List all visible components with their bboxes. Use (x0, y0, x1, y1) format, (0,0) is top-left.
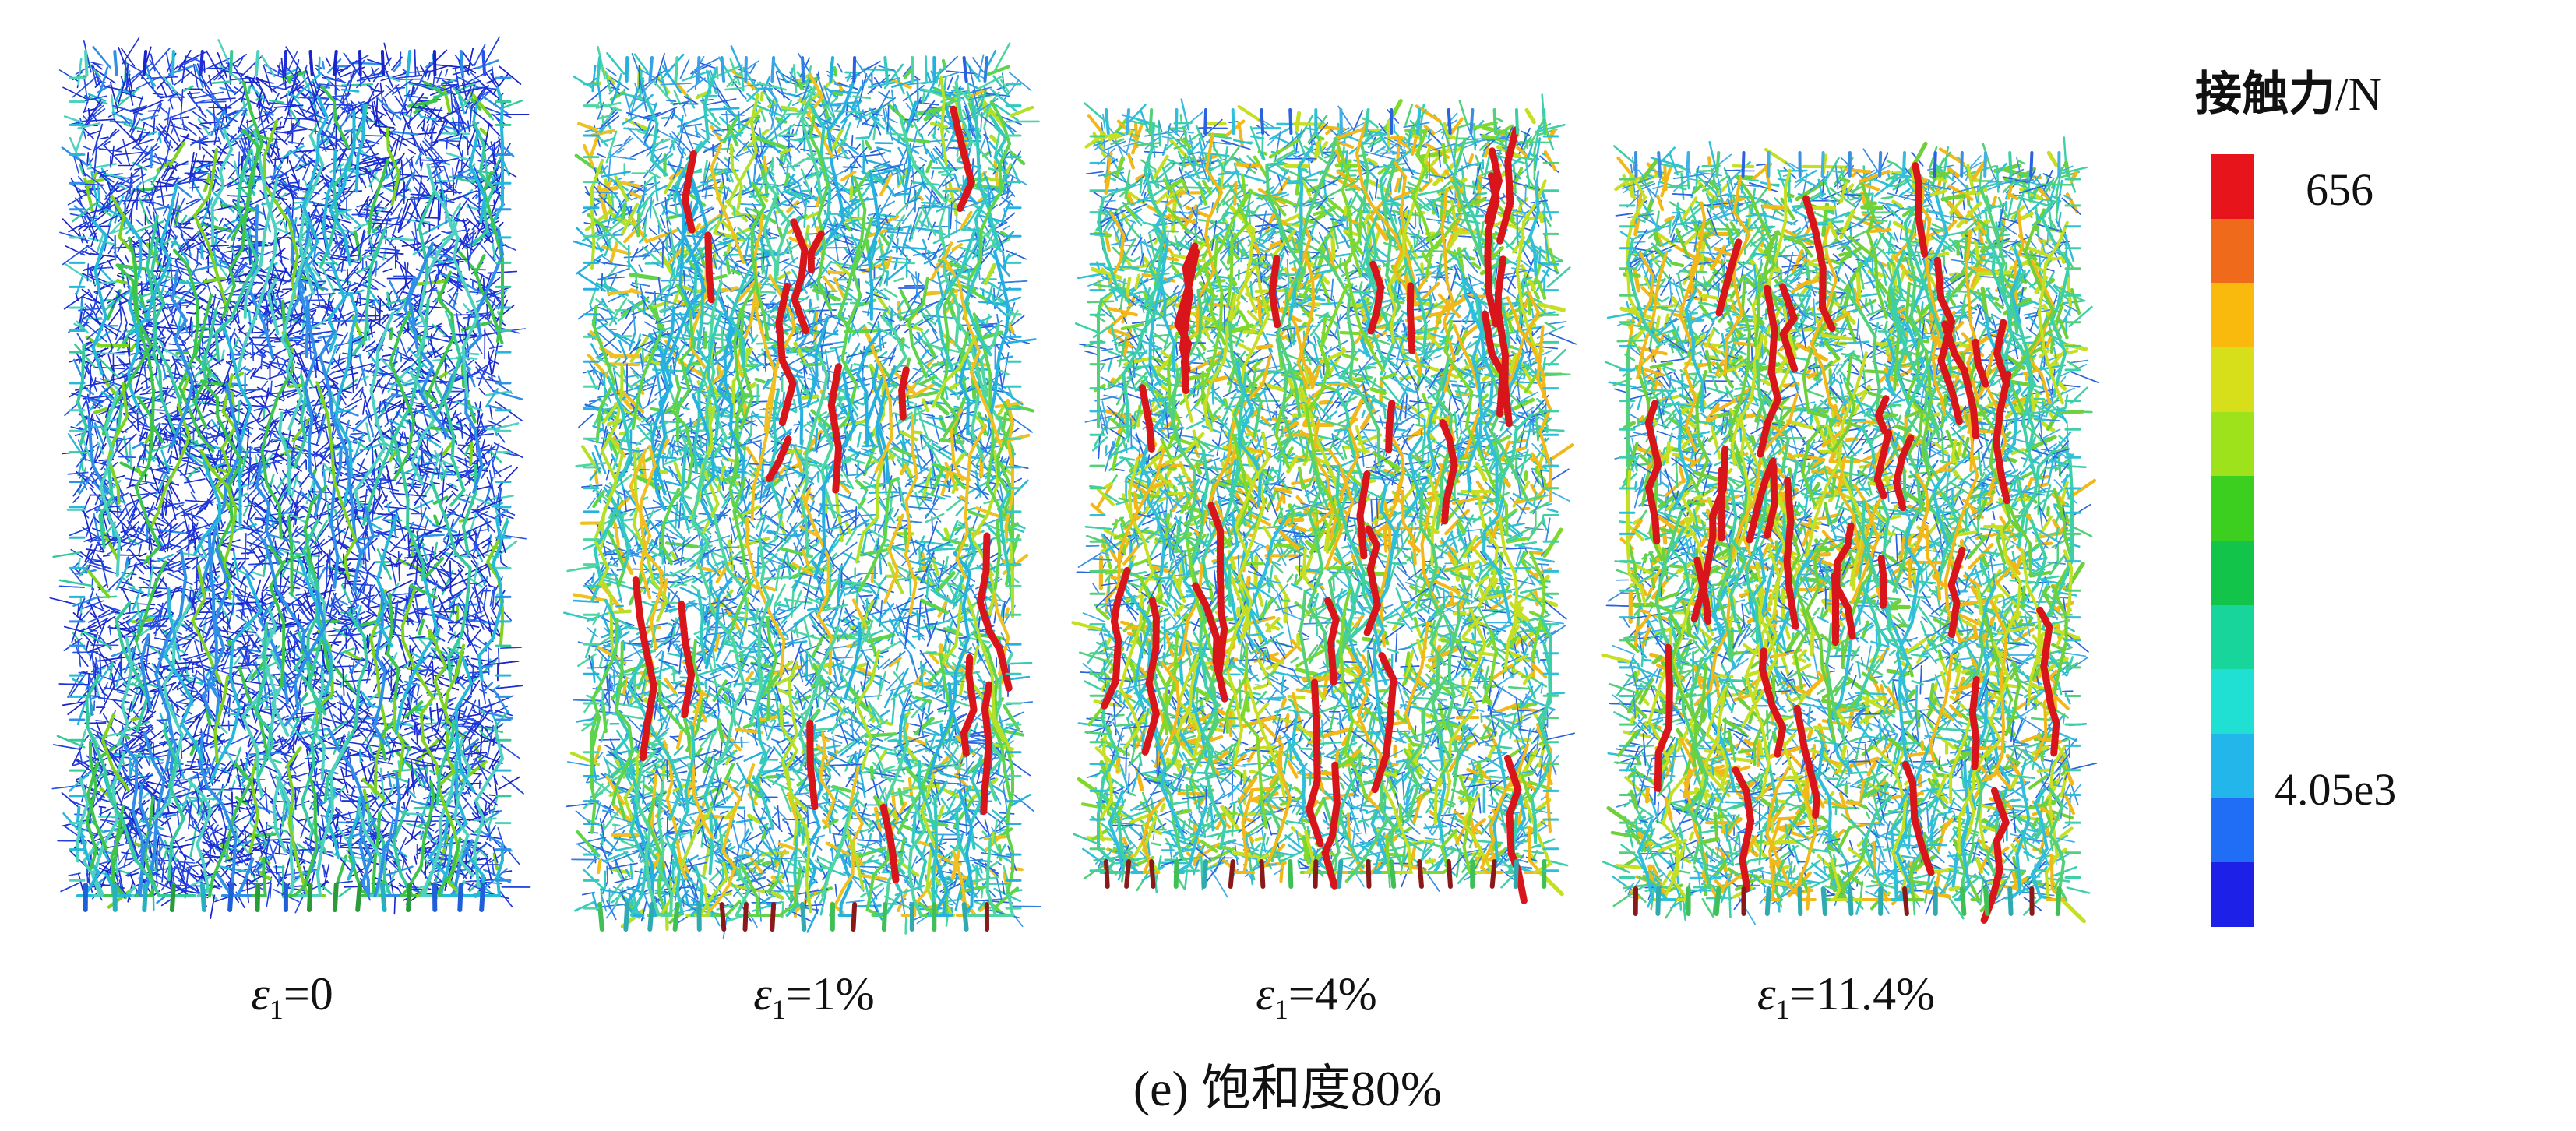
force-chain-segment (502, 844, 520, 865)
force-chain-segment (115, 153, 143, 156)
specimen-network-strain-0 (50, 37, 530, 919)
force-chain-segment (399, 208, 402, 216)
force-chain-segment (186, 765, 196, 766)
force-chain-segment (395, 88, 404, 89)
force-chain-segment (153, 118, 154, 134)
force-chain-segment (379, 195, 389, 201)
force-chain-segment (375, 310, 376, 319)
force-chain-segment (173, 567, 190, 572)
force-chain-segment (180, 862, 195, 863)
force-chain-segment (363, 133, 386, 156)
force-chain-segment (261, 382, 268, 390)
force-chain-segment (332, 643, 338, 645)
force-chain-segment (277, 358, 279, 367)
force-chain-segment (142, 115, 158, 120)
force-chain-segment (448, 287, 454, 291)
force-chain-segment (73, 496, 79, 502)
force-chain-segment (337, 334, 343, 336)
force-chain-segment (349, 742, 382, 747)
force-chain-segment (229, 788, 260, 790)
force-chain-segment (470, 593, 473, 599)
force-chain-segment (420, 157, 421, 166)
force-chain-segment (449, 137, 467, 139)
force-chain-segment (232, 781, 234, 789)
force-chain-segment (479, 389, 485, 396)
force-chain-segment (181, 90, 183, 119)
force-chain-segment (337, 856, 346, 885)
force-chain-segment (123, 139, 129, 165)
force-chain-segment (343, 583, 372, 585)
force-chain-segment (442, 77, 463, 84)
force-chain-segment (241, 56, 263, 77)
force-chain-segment (238, 152, 240, 184)
force-chain-segment (340, 889, 350, 897)
force-chain-segment (451, 86, 453, 114)
